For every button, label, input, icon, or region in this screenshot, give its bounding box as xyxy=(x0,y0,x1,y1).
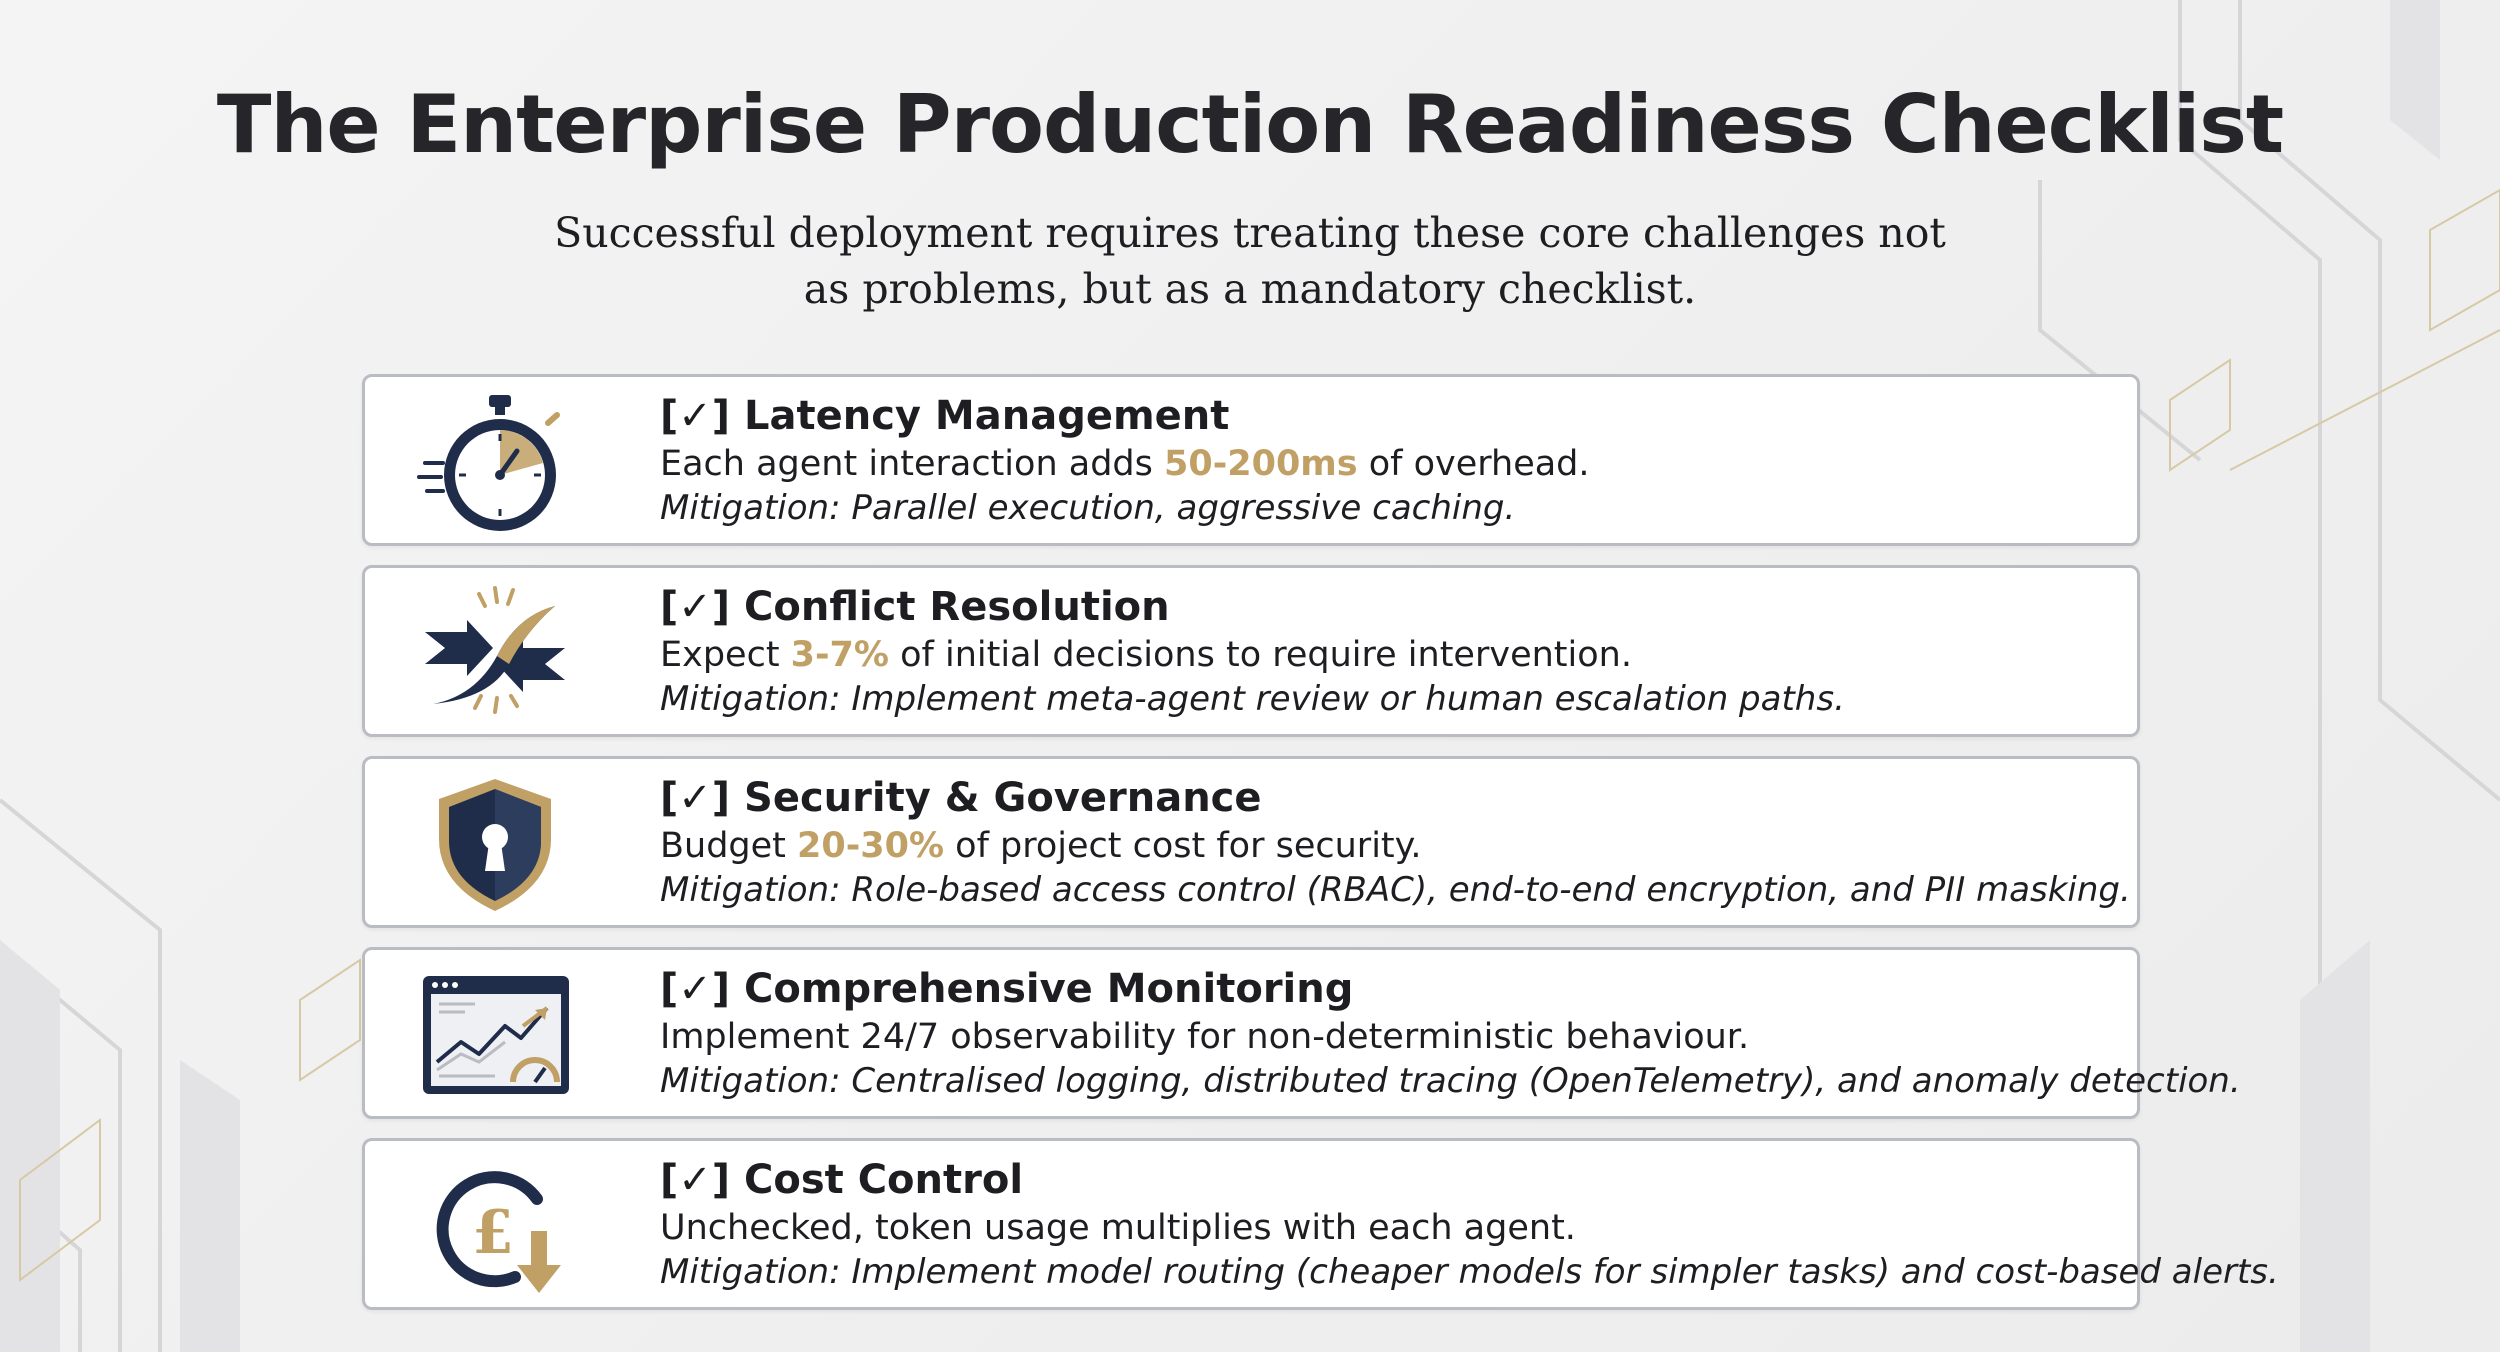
converging-arrows-icon xyxy=(405,576,585,726)
item-description: Implement 24/7 observability for non-det… xyxy=(660,1017,1750,1057)
stopwatch-icon xyxy=(405,385,585,535)
highlight-value: 50-200ms xyxy=(1164,444,1358,484)
checklist-item-cost: £ [✓] Cost Control Unchecked, token usag… xyxy=(362,1138,2279,1310)
item-description: Unchecked, token usage multiplies with e… xyxy=(660,1208,1576,1248)
item-heading: [✓] Conflict Resolution xyxy=(660,584,1170,630)
checklist-item-security: [✓] Security & Governance Budget 20-30% … xyxy=(362,756,2140,928)
item-description: Budget 20-30% of project cost for securi… xyxy=(660,826,1422,866)
item-mitigation: Mitigation: Implement model routing (che… xyxy=(660,1252,2279,1292)
shield-keyhole-icon xyxy=(405,767,585,917)
item-heading: [✓] Security & Governance xyxy=(660,775,1262,821)
checklist-item-conflict: [✓] Conflict Resolution Expect 3-7% of i… xyxy=(362,565,2140,737)
item-description: Each agent interaction adds 50-200ms of … xyxy=(660,444,1590,484)
highlight-value: 3-7% xyxy=(790,635,889,675)
svg-text:£: £ xyxy=(472,1198,514,1268)
page-subtitle: Successful deployment requires treating … xyxy=(554,209,1946,313)
item-heading: [✓] Comprehensive Monitoring xyxy=(660,966,1354,1012)
checklist: [✓] Latency Management Each agent intera… xyxy=(362,374,2279,1329)
checklist-item-monitoring: [✓] Comprehensive Monitoring Implement 2… xyxy=(362,947,2241,1119)
page-title: The Enterprise Production Readiness Chec… xyxy=(216,78,2284,171)
item-mitigation: Mitigation: Implement meta-agent review … xyxy=(660,679,1845,719)
monitoring-dashboard-icon xyxy=(405,958,585,1108)
item-description: Expect 3-7% of initial decisions to requ… xyxy=(660,635,1632,675)
checklist-item-latency: [✓] Latency Management Each agent intera… xyxy=(362,374,2140,546)
highlight-value: 20-30% xyxy=(797,826,945,866)
pound-down-arrow-icon: £ xyxy=(405,1149,585,1299)
item-heading: [✓] Cost Control xyxy=(660,1157,1024,1203)
item-heading: [✓] Latency Management xyxy=(660,393,1230,439)
item-mitigation: Mitigation: Role-based access control (R… xyxy=(660,870,2131,910)
item-mitigation: Mitigation: Parallel execution, aggressi… xyxy=(660,488,1516,528)
item-mitigation: Mitigation: Centralised logging, distrib… xyxy=(660,1061,2241,1101)
